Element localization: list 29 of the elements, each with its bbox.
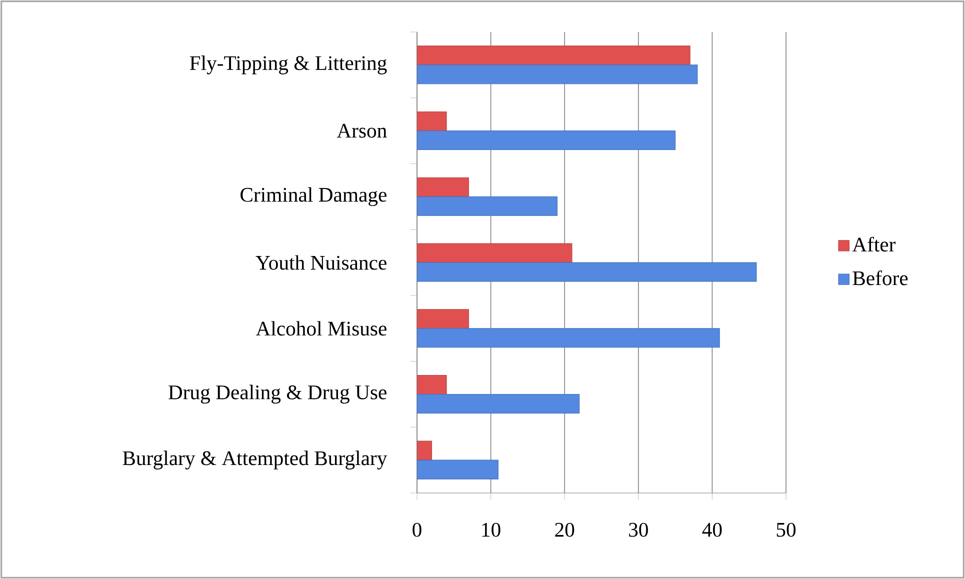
bar	[417, 460, 498, 480]
bar	[417, 130, 676, 150]
y-tick-label: Arson	[336, 124, 387, 138]
y-tick-label: Youth Nuisance	[256, 255, 386, 270]
bar	[417, 440, 432, 460]
x-tick-label: 0	[412, 522, 422, 537]
y-tick-label: Fly-Tipping & Littering	[190, 56, 387, 74]
bar	[417, 374, 447, 394]
y-tick-label: Burglary & Attempted Burglary	[122, 450, 388, 470]
bar	[417, 243, 572, 263]
bar	[417, 309, 469, 329]
bar	[417, 112, 447, 132]
x-tick-label: 30	[629, 522, 648, 537]
bar	[417, 262, 757, 282]
y-tick-label: Criminal Damage	[240, 187, 386, 206]
bar	[417, 177, 469, 197]
legend-label: After	[852, 236, 896, 252]
legend-label: Before	[852, 270, 908, 286]
bar	[417, 46, 690, 66]
x-tick-label: 20	[555, 522, 574, 537]
bar	[417, 394, 580, 414]
x-tick-label: 50	[776, 522, 796, 537]
bar	[417, 196, 558, 216]
bar	[417, 64, 698, 84]
y-tick-label: Alcohol Misuse	[256, 321, 386, 336]
y-tick-label: Drug Dealing & Drug Use	[168, 384, 386, 404]
bar	[417, 328, 720, 348]
x-tick-label: 10	[482, 522, 500, 537]
x-tick-label: 40	[702, 522, 722, 537]
